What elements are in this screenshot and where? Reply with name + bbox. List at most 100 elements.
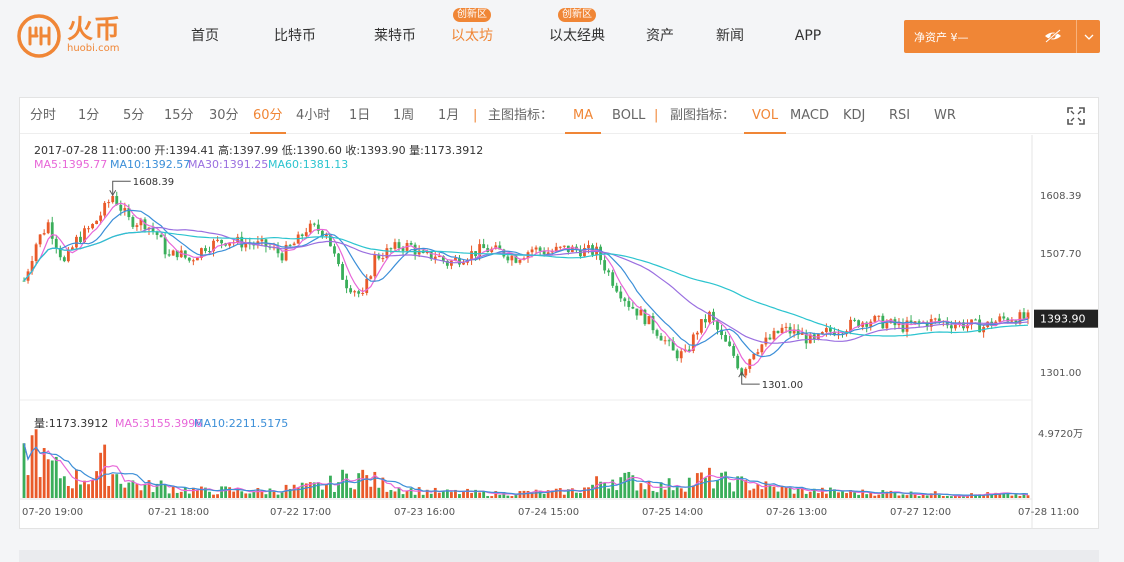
candle-body [220, 239, 223, 244]
volume-bar [574, 492, 578, 498]
volume-bar [1014, 494, 1018, 498]
volume-bar [179, 491, 183, 498]
candle-body [58, 248, 62, 258]
volume-bar [921, 494, 925, 498]
volume-bar [288, 488, 292, 498]
candle-body [1022, 312, 1026, 319]
volume-bar [829, 487, 832, 498]
volume-bar [353, 489, 357, 498]
sub-indicator-2[interactable]: KDJ [843, 108, 866, 123]
nav-item-1[interactable]: 比特币 [255, 0, 335, 74]
volume-bar [566, 489, 570, 498]
candle-body [99, 215, 103, 221]
volume-bar [296, 487, 300, 498]
volume-bar [599, 481, 603, 498]
candle-body [449, 260, 453, 266]
volume-bar [651, 490, 655, 498]
volume-bar [478, 492, 482, 498]
net-asset-dropdown[interactable]: 净资产 ¥— [904, 20, 1100, 53]
candle-body [312, 223, 316, 225]
nav-item-0[interactable]: 首页 [170, 0, 240, 74]
volume-bar [554, 488, 558, 498]
volume-bar [252, 491, 256, 498]
active-tab-underline [565, 132, 601, 134]
period-tab-9[interactable]: 1月 [438, 108, 460, 123]
candle-body [623, 298, 627, 302]
candle-body [695, 332, 699, 335]
volume-bar [474, 489, 478, 498]
candle-body [865, 322, 869, 327]
volume-bar [619, 477, 623, 498]
candle-body [127, 208, 131, 218]
nav-item-7[interactable]: APP [778, 0, 838, 74]
period-tab-0[interactable]: 分时 [30, 108, 57, 123]
nav-item-6[interactable]: 新闻 [700, 0, 760, 74]
hide-eye-icon[interactable] [1044, 28, 1062, 44]
volume-bar [857, 494, 861, 498]
asset-dropdown-toggle[interactable] [1076, 20, 1100, 53]
nav-item-3[interactable]: 以太坊 创新区 [432, 0, 512, 74]
nav-item-5[interactable]: 资产 [630, 0, 690, 74]
candle-body [853, 319, 857, 321]
volume-bar [704, 477, 707, 498]
volume-bar [615, 490, 619, 498]
candle-body [87, 228, 90, 230]
period-tab-5[interactable]: 60分 [253, 108, 283, 123]
sub-indicator-0[interactable]: VOL [752, 108, 779, 123]
volume-bar [280, 491, 284, 498]
kline-chart[interactable]: 2017-07-28 11:00:00 开:1394.41 高:1397.99 … [20, 135, 1100, 529]
volume-bar [990, 493, 994, 498]
candle-body [748, 359, 752, 369]
sub-indicator-3[interactable]: RSI [889, 108, 911, 123]
volume-bar [91, 479, 94, 498]
period-tab-4[interactable]: 30分 [209, 108, 239, 123]
volume-bar [671, 490, 675, 498]
volume-bar [945, 495, 949, 498]
volume-bar [83, 480, 86, 498]
candle-body [631, 306, 635, 309]
candle-body [639, 309, 643, 316]
candle-body [244, 243, 248, 248]
period-tab-8[interactable]: 1周 [393, 108, 415, 123]
period-tab-1[interactable]: 1分 [78, 108, 100, 123]
huobi-logo[interactable]: 火币 huobi.com [17, 14, 121, 58]
volume-bar [361, 469, 365, 498]
volume-bar [50, 460, 54, 498]
candle-body [562, 245, 566, 247]
period-tab-3[interactable]: 15分 [164, 108, 194, 123]
main-indicator-0[interactable]: MA [573, 108, 594, 123]
volume-bar [752, 488, 756, 498]
volume-bar [587, 487, 590, 498]
volume-bar [861, 489, 865, 498]
net-asset-label: 净资产 ¥— [914, 30, 969, 44]
candle-body [377, 254, 381, 259]
candle-body [498, 245, 502, 250]
min-marker-line [741, 372, 760, 385]
period-tab-7[interactable]: 1日 [349, 108, 371, 123]
current-price-label: 1393.90 [1040, 313, 1086, 326]
volume-bar [159, 480, 163, 498]
fullscreen-icon[interactable] [1067, 107, 1085, 125]
candle-body [720, 329, 723, 336]
new-zone-badge: 创新区 [558, 8, 596, 22]
candle-body [651, 316, 655, 331]
nav-item-label: 比特币 [274, 28, 316, 44]
candle-body [655, 330, 659, 336]
sub-indicator-4[interactable]: WR [934, 108, 956, 123]
volume-bar [333, 491, 336, 498]
volume-value: 量:1173.3912 [34, 417, 108, 430]
volume-bar [953, 495, 957, 498]
volume-bar [643, 489, 647, 498]
nav-item-2[interactable]: 莱特币 [355, 0, 435, 74]
volume-bar [631, 475, 635, 498]
period-tab-2[interactable]: 5分 [123, 108, 145, 123]
time-tick-label: 07-25 14:00 [642, 507, 703, 518]
main-indicator-1[interactable]: BOLL [612, 108, 646, 123]
volume-bar [877, 494, 881, 498]
nav-item-4[interactable]: 以太经典 创新区 [525, 0, 629, 74]
volume-bar [550, 490, 554, 498]
period-tab-6[interactable]: 4小时 [296, 108, 331, 123]
sub-indicator-1[interactable]: MACD [790, 108, 829, 123]
kline-panel: 分时 1分 5分 15分 30分 60分 4小时 1日 1周 1月 | 主图指标： MA BOLL | 副图指… [19, 97, 1100, 529]
volume-bar [949, 496, 953, 498]
